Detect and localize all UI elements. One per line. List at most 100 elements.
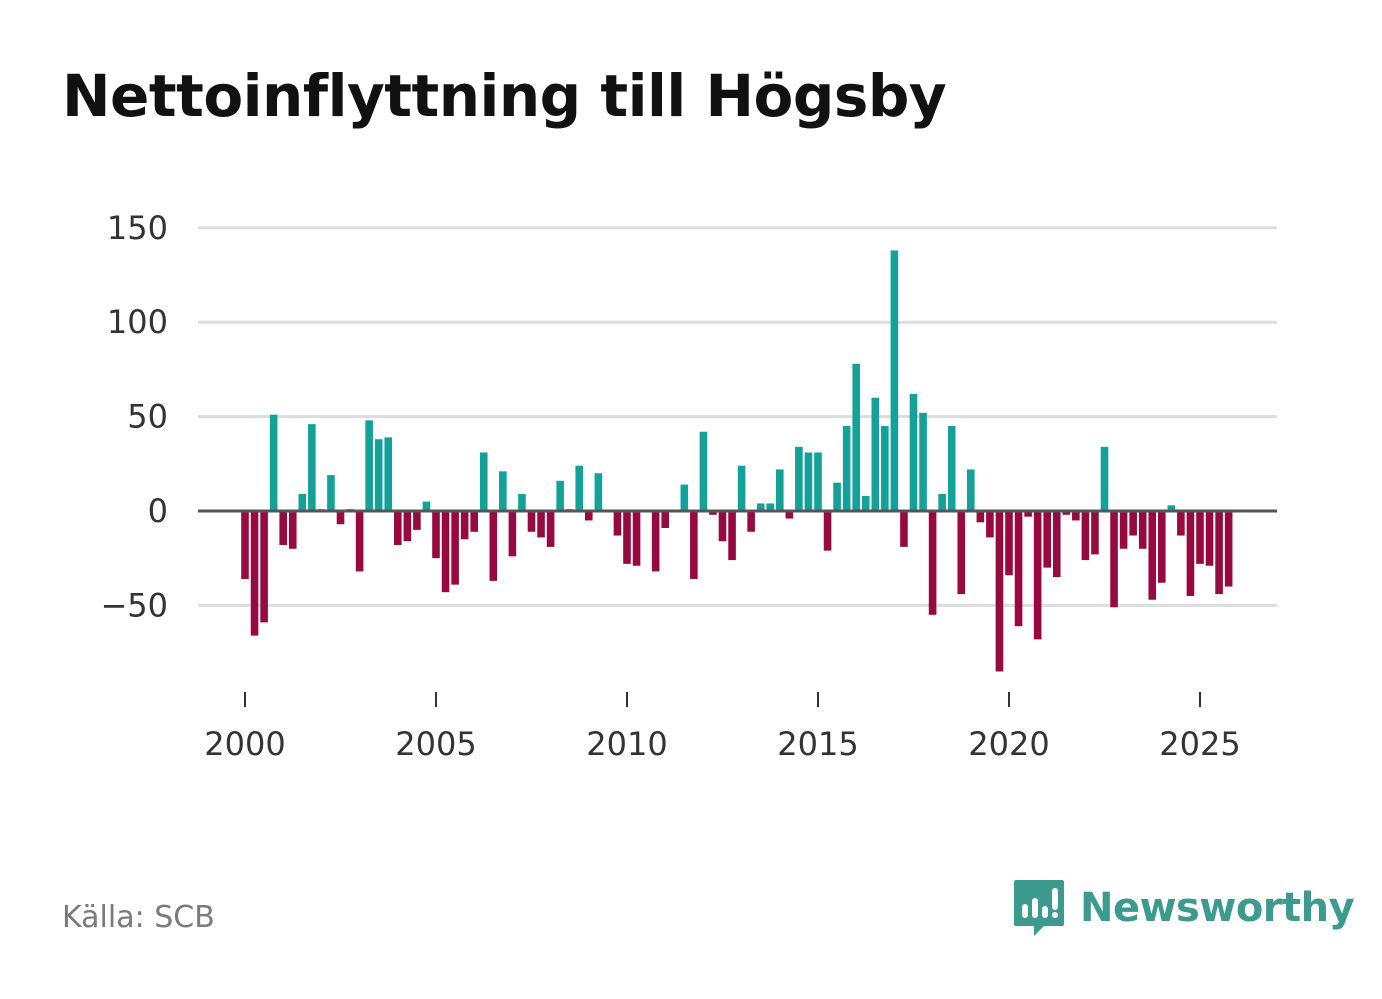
bar xyxy=(422,501,431,511)
bar xyxy=(365,420,373,511)
bar xyxy=(709,511,717,515)
bar xyxy=(394,511,402,545)
bar xyxy=(1129,511,1137,536)
source-label: Källa: SCB xyxy=(62,900,215,935)
bar xyxy=(298,494,307,511)
x-tick-label: 2005 xyxy=(395,725,476,763)
y-tick-label: 50 xyxy=(127,398,168,436)
bar xyxy=(814,452,822,511)
bar xyxy=(900,511,908,547)
bar xyxy=(1100,446,1109,511)
bar xyxy=(1005,511,1013,576)
bar xyxy=(1062,511,1071,515)
bar xyxy=(756,503,765,511)
bar xyxy=(1186,511,1195,596)
bar xyxy=(995,511,1004,672)
y-tick-label: 100 xyxy=(107,303,168,341)
bar xyxy=(651,511,660,572)
bar xyxy=(1224,511,1233,587)
bar xyxy=(871,397,880,511)
bar xyxy=(1081,511,1090,561)
x-tick-label: 2015 xyxy=(777,725,858,763)
x-tick-label: 2010 xyxy=(586,725,667,763)
bar xyxy=(842,426,851,511)
bar xyxy=(260,511,268,623)
bar xyxy=(327,475,335,511)
bar xyxy=(413,511,421,530)
chart-title: Nettoinflyttning till Högsby xyxy=(62,62,947,130)
brand-logo[interactable]: Newsworthy xyxy=(1012,878,1355,938)
bar xyxy=(470,511,478,532)
bar xyxy=(1043,511,1051,568)
bar xyxy=(1205,511,1214,566)
y-tick-label: −50 xyxy=(100,586,168,624)
bar xyxy=(861,495,870,511)
bar xyxy=(1091,511,1099,555)
y-tick-label: 150 xyxy=(107,209,168,247)
bar xyxy=(976,511,985,523)
bar xyxy=(374,439,383,511)
bar xyxy=(308,424,316,511)
axes: 150 100 50 0 −50 2000 2005 2010 2015 2020 2025 xyxy=(100,209,1277,763)
bar xyxy=(279,511,287,545)
bar xyxy=(776,469,784,511)
bar xyxy=(785,511,794,519)
bar xyxy=(1177,511,1185,536)
bar xyxy=(718,511,727,542)
bar xyxy=(947,426,956,511)
bar xyxy=(1148,511,1157,600)
y-tick-label: 0 xyxy=(148,492,168,530)
bar xyxy=(546,511,555,547)
bar xyxy=(1158,511,1166,583)
bar xyxy=(690,511,698,579)
bar xyxy=(928,511,937,615)
bar xyxy=(479,452,488,511)
bar xyxy=(728,511,736,561)
bar xyxy=(699,431,708,511)
bar xyxy=(288,511,297,549)
bar xyxy=(613,511,622,536)
bar xyxy=(355,511,364,572)
bar xyxy=(489,511,498,581)
bar xyxy=(1110,511,1118,608)
bar xyxy=(527,511,536,532)
gridlines xyxy=(198,226,1277,607)
bar xyxy=(451,511,459,585)
bar xyxy=(518,494,526,511)
bar xyxy=(938,494,946,511)
bar xyxy=(833,482,841,511)
x-tick-label: 2020 xyxy=(968,725,1049,763)
bar xyxy=(957,511,966,595)
bar xyxy=(747,511,755,532)
bar xyxy=(508,511,517,557)
bar xyxy=(623,511,631,564)
bar xyxy=(241,511,249,579)
bar xyxy=(737,465,746,511)
bar xyxy=(250,511,259,636)
bar xyxy=(1215,511,1223,595)
bar xyxy=(804,452,813,511)
bar xyxy=(1072,511,1080,521)
bar xyxy=(460,511,469,540)
newsworthy-logo-icon xyxy=(1014,880,1064,936)
bar xyxy=(441,511,450,593)
x-tick-label: 2025 xyxy=(1159,725,1240,763)
bar xyxy=(967,469,975,511)
bar xyxy=(919,412,927,511)
bar xyxy=(1033,511,1042,640)
bar xyxy=(680,484,689,511)
bar xyxy=(890,250,899,511)
bar xyxy=(909,393,918,511)
bar xyxy=(1024,511,1032,517)
bar xyxy=(585,511,593,521)
bars xyxy=(241,250,1233,672)
bar xyxy=(1167,505,1176,511)
bar xyxy=(403,511,412,542)
bar xyxy=(1119,511,1128,549)
bar xyxy=(661,511,669,528)
x-tick-label: 2000 xyxy=(204,725,285,763)
bar xyxy=(575,465,584,511)
bar xyxy=(852,363,860,511)
bar xyxy=(432,511,440,559)
